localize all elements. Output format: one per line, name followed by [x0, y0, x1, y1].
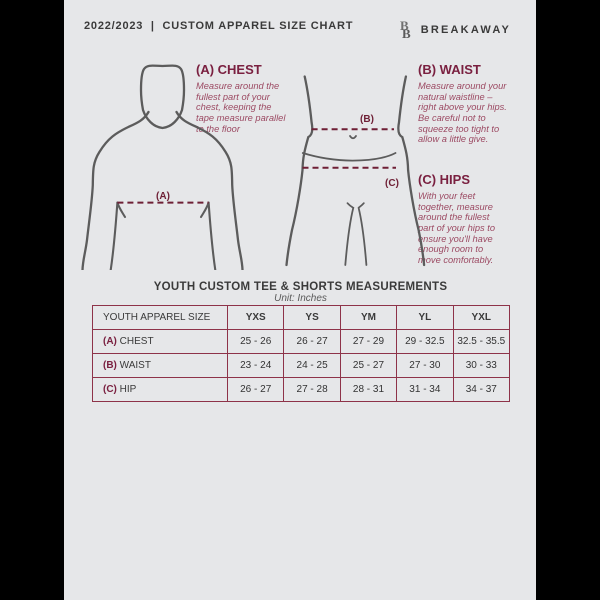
svg-text:(B): (B) [360, 114, 374, 125]
svg-text:(C): (C) [385, 178, 399, 189]
